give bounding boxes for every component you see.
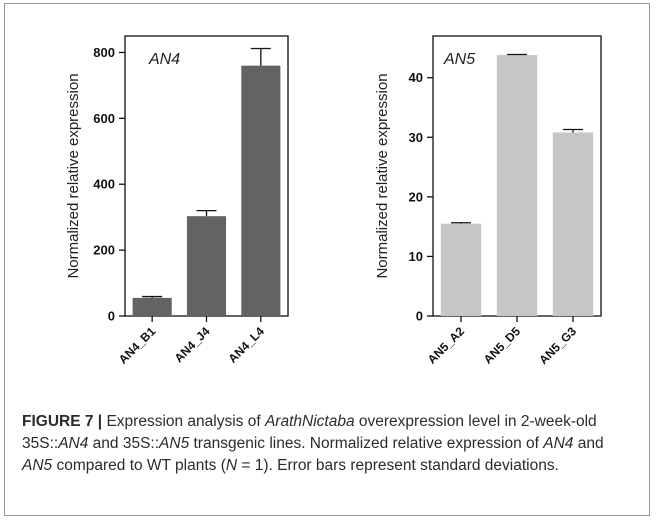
- bar: [132, 297, 172, 316]
- y-tick-label: 800: [93, 45, 115, 60]
- bar: [496, 55, 538, 316]
- y-tick-label: 40: [409, 70, 423, 85]
- caption-italic: AN5: [22, 457, 53, 474]
- x-tick-label: AN4_L4: [225, 324, 267, 366]
- y-tick-label: 600: [93, 111, 115, 126]
- caption-segment: Expression analysis of: [102, 413, 265, 430]
- y-tick-label: 200: [93, 243, 115, 258]
- y-tick-label: 0: [108, 309, 115, 324]
- bar: [552, 132, 594, 316]
- y-tick-label: 0: [416, 309, 423, 324]
- caption-segment: compared to WT plants (: [52, 457, 226, 474]
- x-tick-label: AN5_A2: [425, 324, 468, 367]
- bar: [440, 223, 482, 316]
- x-tick-label: AN4_B1: [116, 324, 159, 367]
- caption-text: FIGURE 7 | Expression analysis of ArathN…: [22, 411, 632, 477]
- caption-segment: = 1). Error bars represent standard devi…: [237, 457, 559, 474]
- caption-segment: transgenic lines. Normalized relative ex…: [189, 435, 544, 452]
- caption-segment: and: [573, 435, 604, 452]
- caption-italic: AN5: [159, 435, 190, 452]
- caption-italic: AN4: [543, 435, 574, 452]
- x-tick-label: AN5_D5: [481, 324, 524, 367]
- y-tick-label: 400: [93, 177, 115, 192]
- figure-caption: FIGURE 7 | Expression analysis of ArathN…: [22, 411, 632, 477]
- panel-label: AN5: [443, 51, 475, 68]
- y-tick-label: 20: [409, 189, 423, 204]
- y-tick-label: 10: [409, 249, 423, 264]
- caption-segment: overexpression level in 2-week-old 35S::: [22, 413, 597, 452]
- x-tick-label: AN5_G3: [536, 324, 579, 367]
- caption-italic: N: [225, 457, 238, 474]
- caption-figure-label: FIGURE 7 |: [22, 413, 103, 430]
- figure-panel: 0 200 400 600 800 Normalized relative express…: [4, 3, 650, 516]
- caption-segment: and 35S::: [88, 435, 160, 452]
- x-tick-label: AN4_J4: [172, 324, 213, 365]
- y-axis-label: Normalized relative expression: [374, 73, 391, 278]
- caption-italic: ArathNictaba: [264, 413, 355, 430]
- bar: [241, 65, 281, 316]
- y-axis-label: Normalized relative expression: [65, 73, 82, 278]
- y-tick-label: 30: [409, 130, 423, 145]
- panel-label: AN4: [148, 51, 180, 68]
- bar: [186, 216, 227, 316]
- caption-italic: AN4: [58, 435, 89, 452]
